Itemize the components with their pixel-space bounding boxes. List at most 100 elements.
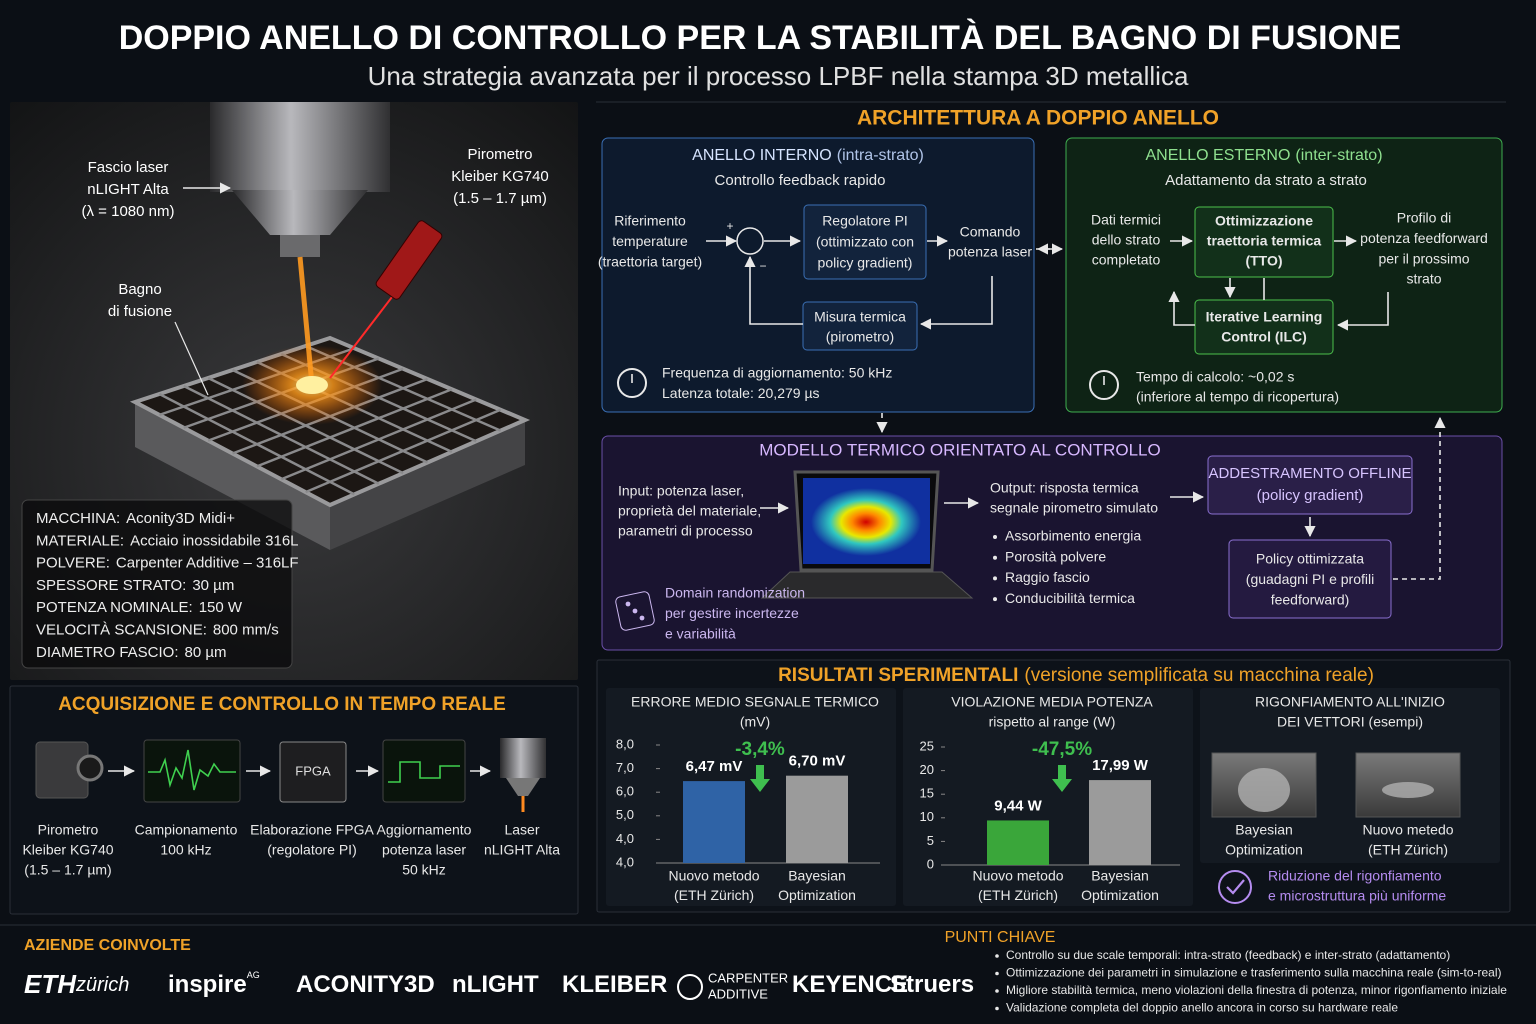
- stopwatch-icon: [1089, 370, 1119, 400]
- stats-label: Latenza totale: 20,279 µs: [662, 385, 820, 401]
- step-label: Laser: [504, 822, 539, 838]
- nozzle-end: [280, 235, 320, 257]
- step-label: 50 kHz: [402, 862, 446, 878]
- title-main: ANELLO ESTERNO: [1145, 147, 1290, 164]
- step-label: Campionamento: [135, 822, 238, 838]
- change-label: -47,5%: [1032, 739, 1092, 760]
- stopwatch-icon: [617, 368, 647, 398]
- logo: KLEIBER: [562, 971, 667, 998]
- x-tick-label: (ETH Zürich): [978, 887, 1058, 903]
- spec-key: POLVERE:: [36, 555, 110, 572]
- image-label: Nuovo metedo: [1362, 822, 1453, 838]
- chart-title: RIGONFIAMENTO ALL'INIZIO: [1255, 694, 1445, 710]
- logo-part: nLIGHT: [452, 971, 539, 998]
- output-label: per il prossimo: [1378, 250, 1469, 266]
- output-label: Output: risposta termica: [990, 480, 1139, 496]
- output-label: strato: [1406, 271, 1441, 287]
- spec-key: SPESSORE STRATO:: [36, 577, 186, 594]
- spec-line: POLVERE: Carpenter Additive – 316LF: [36, 555, 299, 572]
- update-trace: [388, 761, 460, 783]
- title: DOPPIO ANELLO DI CONTROLLO PER LA STABIL…: [119, 19, 1402, 57]
- measure-label: (pirometro): [826, 329, 894, 345]
- input-label: proprietà del materiale,: [618, 503, 761, 519]
- logo: Struers: [890, 971, 974, 998]
- camera-lens: [76, 754, 104, 782]
- randomization-label: Domain randomization: [665, 585, 805, 601]
- title-note: (inter-strato): [1295, 147, 1382, 164]
- bullet: [995, 954, 999, 958]
- tto-label: traettoria termica: [1207, 233, 1322, 249]
- logo: nLIGHT: [452, 971, 539, 998]
- bullet-label: Conducibilità termica: [1005, 590, 1135, 606]
- value-label: 9,44 W: [994, 797, 1042, 814]
- box-subtitle: Adattamento da strato a strato: [1165, 172, 1367, 189]
- spec-value: Aconity3D Midi+: [126, 510, 235, 527]
- spec-value: Carpenter Additive – 316LF: [116, 555, 299, 572]
- reference-label: temperature: [612, 233, 688, 249]
- bar: [987, 820, 1049, 865]
- measure-box: [802, 301, 918, 351]
- policy-label: feedforward): [1271, 592, 1350, 608]
- bullet-label: Assorbimento energia: [1005, 528, 1141, 544]
- y-tick-label: 4,0: [616, 831, 634, 846]
- value-label: 6,70 mV: [789, 753, 846, 770]
- bar: [1089, 780, 1151, 865]
- y-tick-label: 4,0: [616, 854, 634, 869]
- step-label: potenza laser: [382, 842, 466, 858]
- title-main: RISULTATI SPERIMENTALI: [778, 665, 1018, 686]
- bar: [683, 781, 745, 863]
- input-label: parametri di processo: [618, 523, 753, 539]
- logo-mark: [677, 974, 703, 1000]
- dice-icon: [615, 591, 655, 631]
- logo: ADDITIVE: [708, 986, 768, 1001]
- spec-key: MACCHINA:: [36, 510, 120, 527]
- sign: +: [726, 219, 733, 233]
- lattice-wall: [305, 408, 502, 494]
- step-label: Aggiornamento: [377, 822, 472, 838]
- measure-label: Misura termica: [814, 309, 906, 325]
- policy-box: [1228, 539, 1392, 619]
- chart-title: VIOLAZIONE MEDIA POTENZA: [951, 694, 1153, 710]
- chart-title: DEI VETTORI (esempi): [1277, 714, 1423, 730]
- key-point: Migliore stabilità termica, meno violazi…: [1006, 983, 1507, 997]
- section-title: ACQUISIZIONE E CONTROLLO IN TEMPO REALE: [58, 694, 506, 715]
- bullet: [993, 597, 997, 602]
- step-label: Elaborazione FPGA: [250, 822, 374, 838]
- training-label: (policy gradient): [1257, 487, 1364, 504]
- y-tick-label: 8,0: [616, 736, 634, 751]
- command-label: Comando: [960, 224, 1021, 240]
- chart-title: (mV): [740, 714, 770, 730]
- box-title: ANELLO INTERNO (intra-strato): [692, 147, 924, 164]
- pyrometer-label: Kleiber KG740: [451, 168, 549, 185]
- logo: ETHzürich: [24, 969, 129, 999]
- nozzle-tip: [232, 190, 368, 235]
- command-label: potenza laser: [948, 244, 1032, 260]
- logo-part: KEYENCE: [792, 971, 908, 998]
- chart-title: rispetto al range (W): [989, 714, 1116, 730]
- logo: ACONITY3D: [296, 971, 435, 998]
- laser-icon: [500, 738, 546, 778]
- arrow: [1336, 292, 1389, 331]
- step-label: (regolatore PI): [267, 842, 356, 858]
- section-title: RISULTATI SPERIMENTALI (versione semplifi…: [778, 665, 1374, 686]
- arrow: [919, 276, 993, 330]
- policy-label: Policy ottimizzata: [1256, 551, 1364, 567]
- spec-value: 30 µm: [192, 577, 234, 594]
- spec-value: 150 W: [199, 599, 243, 616]
- pyrometer-label: (1.5 – 1.7 µm): [453, 190, 547, 207]
- fpga-chip: [279, 741, 347, 803]
- logo-part: KLEIBER: [562, 971, 667, 998]
- pyrometer: [375, 220, 443, 300]
- spec-key: POTENZA NOMINALE:: [36, 599, 193, 616]
- key-point: Ottimizzazione dei parametri in simulazi…: [1006, 966, 1502, 980]
- conclusion-label: Riduzione del rigonfiamento: [1268, 868, 1442, 884]
- laser-label: (λ = 1080 nm): [82, 203, 175, 220]
- y-tick-label: 5: [927, 833, 934, 848]
- randomization-label: per gestire incertezze: [665, 605, 799, 621]
- spec-key: MATERIALE:: [36, 532, 124, 549]
- laptop-base: [760, 571, 974, 599]
- ilc-label: Control (ILC): [1221, 329, 1307, 345]
- box-title: MODELLO TERMICO ORIENTATO AL CONTROLLO: [759, 440, 1160, 459]
- logo-part: inspire: [168, 971, 247, 998]
- logo-part: Struers: [890, 971, 974, 998]
